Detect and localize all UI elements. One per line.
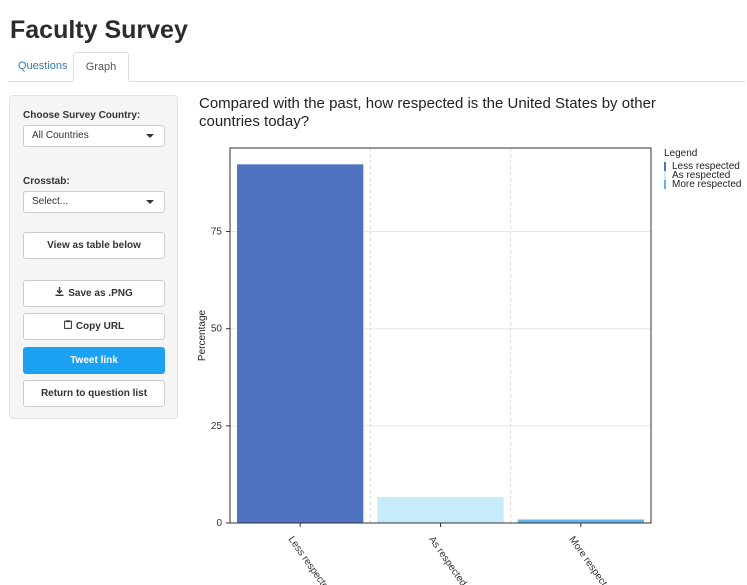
legend-label: More respected [672, 179, 742, 190]
bar-chart: 0 25 50 75 Less respected As respected More r… [197, 147, 652, 585]
tab-questions[interactable]: Questions [18, 60, 68, 72]
country-label: Choose Survey Country: [23, 110, 141, 121]
legend-title: Legend [664, 148, 698, 159]
save-png-button[interactable]: Save as .PNG [23, 280, 165, 307]
chart-bars [237, 164, 644, 524]
chevron-down-icon [146, 200, 154, 204]
y-tick-label: 25 [211, 421, 223, 432]
y-tick-label: 0 [216, 518, 222, 529]
bar [237, 164, 364, 524]
legend-swatch [664, 162, 666, 171]
legend-item: As respected [664, 170, 741, 181]
chart-legend: Legend Less respected As respected More … [664, 148, 742, 190]
country-select-value: All Countries [32, 130, 89, 141]
question-title: Compared with the past, how respected is… [199, 95, 656, 130]
view-table-button[interactable]: View as table below [23, 232, 165, 259]
bar [377, 496, 504, 523]
download-icon [55, 281, 64, 306]
page-title: Faculty Survey [10, 16, 188, 44]
crosstab-label: Crosstab: [23, 176, 70, 187]
country-select[interactable]: All Countries [23, 125, 165, 147]
legend-label: As respected [672, 170, 731, 181]
return-to-list-button[interactable]: Return to question list [23, 380, 165, 407]
chevron-down-icon [146, 134, 154, 138]
crosstab-select[interactable]: Select... [23, 191, 165, 213]
legend-item: Less respected [664, 161, 741, 172]
x-axis-ticks: Less respected As respected More respected [286, 523, 615, 585]
tab-bar: Questions Graph [8, 52, 745, 82]
y-tick-label: 50 [211, 324, 223, 335]
x-tick-label: Less respected [286, 534, 334, 585]
save-png-label: Save as .PNG [68, 288, 133, 299]
copy-url-label: Copy URL [75, 321, 125, 332]
legend-swatch [664, 180, 666, 189]
bar [517, 519, 644, 523]
tab-graph[interactable]: Graph [73, 52, 129, 82]
x-tick-label: More respected [566, 534, 615, 585]
y-axis-ticks: 0 25 50 75 [211, 227, 230, 529]
y-tick-label: 75 [211, 227, 223, 238]
sidebar-panel: Choose Survey Country: All Countries Cro… [9, 95, 178, 419]
legend-item: More respected [664, 179, 742, 190]
crosstab-select-value: Select... [32, 196, 69, 207]
legend-label: Less respected [672, 161, 740, 172]
copy-url-button[interactable]: Copy URL [23, 313, 165, 340]
y-axis-label: Percentage [197, 309, 208, 361]
clipboard-icon [63, 314, 72, 339]
legend-swatch [664, 171, 666, 180]
x-tick-label: As respected [426, 534, 468, 585]
tweet-link-button[interactable]: Tweet link [23, 347, 165, 374]
